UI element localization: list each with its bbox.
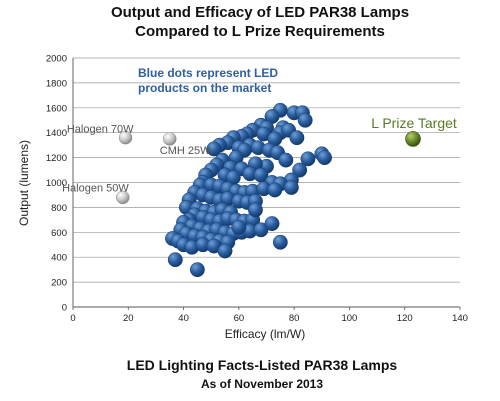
led-point [231,219,247,235]
target-label: L Prize Target [371,115,457,131]
led-points [165,102,332,278]
led-point [272,234,288,250]
led-point [267,182,283,198]
y-tick-labels: 0 200 400 600 800 1000 1200 1400 1600 1800 2000 [46,54,67,314]
reference-point [116,190,130,205]
led-point [283,180,299,195]
x-tick-label: 80 [289,313,300,324]
reference-label: Halogen 50W [62,182,129,194]
x-tick-labels: 0 20 40 60 80 100 120 140 [70,313,468,324]
led-point [317,150,332,166]
led-point [206,141,222,157]
reference-point [118,130,133,145]
y-tick-label: 1200 [46,153,67,164]
x-tick-label: 40 [178,313,189,324]
caption-sub: As of November 2013 [201,377,323,391]
x-tick-label: 100 [341,313,357,324]
x-tick-label: 60 [234,313,245,324]
x-tick-label: 140 [452,313,468,324]
reference-points: Halogen 70W CMH 25W Halogen 50W L Prize Tar… [62,115,457,205]
y-tick-label: 0 [62,303,67,314]
y-tick-label: 1400 [46,128,67,139]
y-tick-label: 600 [51,228,67,239]
x-tick-label: 20 [123,313,134,324]
led-point [217,243,233,259]
caption: LED Lighting Facts-Listed PAR38 Lamps [127,357,398,373]
x-axis-label: Efficacy (lm/W) [225,327,305,341]
y-tick-label: 1800 [46,78,67,89]
chart-title: Output and Efficacy of LED PAR38 Lamps [111,4,409,21]
led-point [292,162,308,178]
annotation-line-2: products on the market [138,81,271,95]
led-point [167,252,183,268]
y-axis-label: Output (lumens) [17,140,31,226]
led-point [247,202,263,218]
led-point [189,262,205,278]
reference-label: CMH 25W [160,145,211,157]
chart-subtitle: Compared to L Prize Requirements [135,23,385,40]
target-point [405,131,421,147]
led-point [289,130,305,146]
y-tick-label: 200 [51,278,67,289]
led-point [278,152,294,168]
axes [72,58,461,310]
y-tick-label: 800 [51,203,67,214]
annotation-line-1: Blue dots represent LED [138,66,278,80]
led-point [297,112,313,128]
y-tick-label: 1000 [46,178,67,189]
led-point [300,151,316,167]
y-tick-label: 400 [51,253,67,264]
led-point [264,216,280,232]
y-tick-label: 2000 [46,54,67,65]
reference-point [163,132,177,146]
x-tick-label: 0 [70,313,75,324]
reference-label: Halogen 70W [67,124,134,136]
x-tick-label: 120 [397,313,413,324]
y-tick-label: 1600 [46,103,67,114]
